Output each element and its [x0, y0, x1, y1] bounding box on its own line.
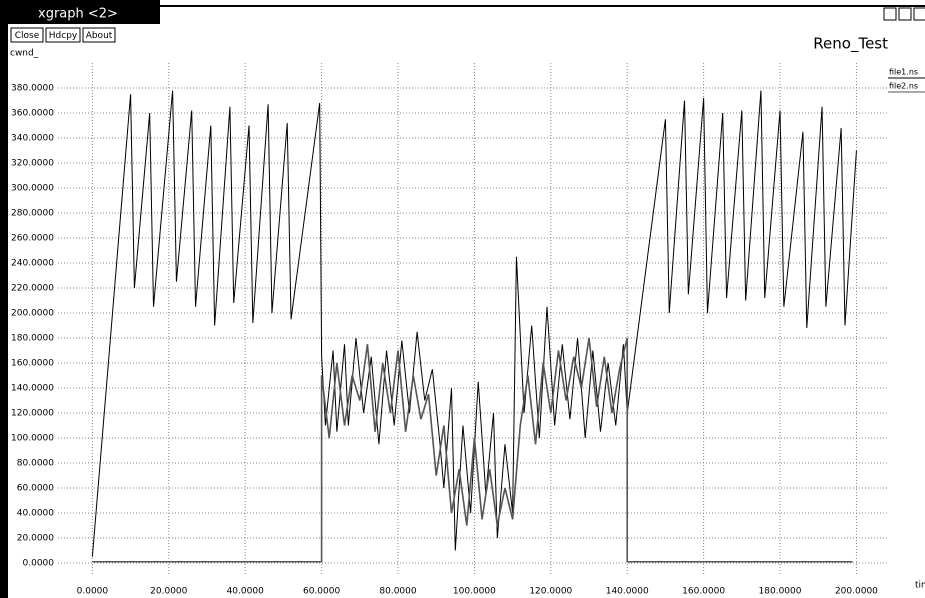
hdcpy-button[interactable]: Hdcpy	[45, 27, 81, 43]
x-tick-label: 40.0000	[227, 587, 264, 597]
x-tick-label: 100.0000	[453, 587, 496, 597]
x-axis-label: time	[915, 581, 925, 591]
y-tick-label: 40.0000	[17, 509, 54, 519]
x-tick-label: 140.0000	[606, 587, 649, 597]
title-bar-tab	[0, 0, 160, 24]
y-tick-label: 60.0000	[17, 484, 54, 494]
data-line	[92, 337, 853, 563]
window-button[interactable]	[913, 7, 925, 21]
y-tick-label: 20.0000	[17, 534, 54, 544]
y-tick-label: 380.0000	[11, 84, 54, 94]
y-tick-label: 100.0000	[11, 434, 54, 444]
y-tick-label: 200.0000	[11, 309, 54, 319]
button-label[interactable]: Hdcpy	[49, 31, 78, 41]
y-tick-label: 120.0000	[11, 409, 54, 419]
data-line	[91, 90, 857, 557]
button-label[interactable]: Close	[15, 31, 40, 41]
y-tick-label: 240.0000	[11, 259, 54, 269]
y-tick-label: 280.0000	[11, 209, 54, 219]
window-title: xgraph <2>	[38, 7, 118, 22]
y-tick-label: 340.0000	[11, 134, 54, 144]
y-tick-label: 160.0000	[11, 359, 54, 369]
y-tick-label: 320.0000	[11, 159, 54, 169]
x-tick-label: 120.0000	[529, 587, 572, 597]
x-tick-label: 200.0000	[835, 587, 878, 597]
x-tick-label: 80.0000	[379, 587, 416, 597]
x-tick-label: 20.0000	[150, 587, 187, 597]
button-label[interactable]: About	[86, 31, 113, 41]
x-tick-label: 160.0000	[682, 587, 725, 597]
legend-label: file2.ns	[889, 82, 918, 91]
close-button[interactable]: Close	[10, 27, 44, 43]
about-button[interactable]: About	[82, 27, 116, 43]
y-axis-label: cwnd_	[10, 49, 39, 59]
window-left-border	[0, 0, 8, 598]
x-tick-label: 180.0000	[759, 587, 802, 597]
window-button[interactable]	[898, 7, 912, 21]
window-button[interactable]	[883, 7, 897, 21]
x-tick-label: 0.0000	[77, 587, 109, 597]
x-tick-label: 60.0000	[303, 587, 340, 597]
y-tick-label: 220.0000	[11, 284, 54, 294]
chart-title: Reno_Test	[813, 35, 888, 54]
y-tick-label: 0.0000	[23, 559, 55, 569]
legend-label: file1.ns	[889, 68, 918, 77]
y-tick-label: 140.0000	[11, 384, 54, 394]
y-tick-label: 300.0000	[11, 184, 54, 194]
y-tick-label: 80.0000	[17, 459, 54, 469]
y-tick-label: 360.0000	[11, 109, 54, 119]
y-tick-label: 180.0000	[11, 334, 54, 344]
y-tick-label: 260.0000	[11, 234, 54, 244]
